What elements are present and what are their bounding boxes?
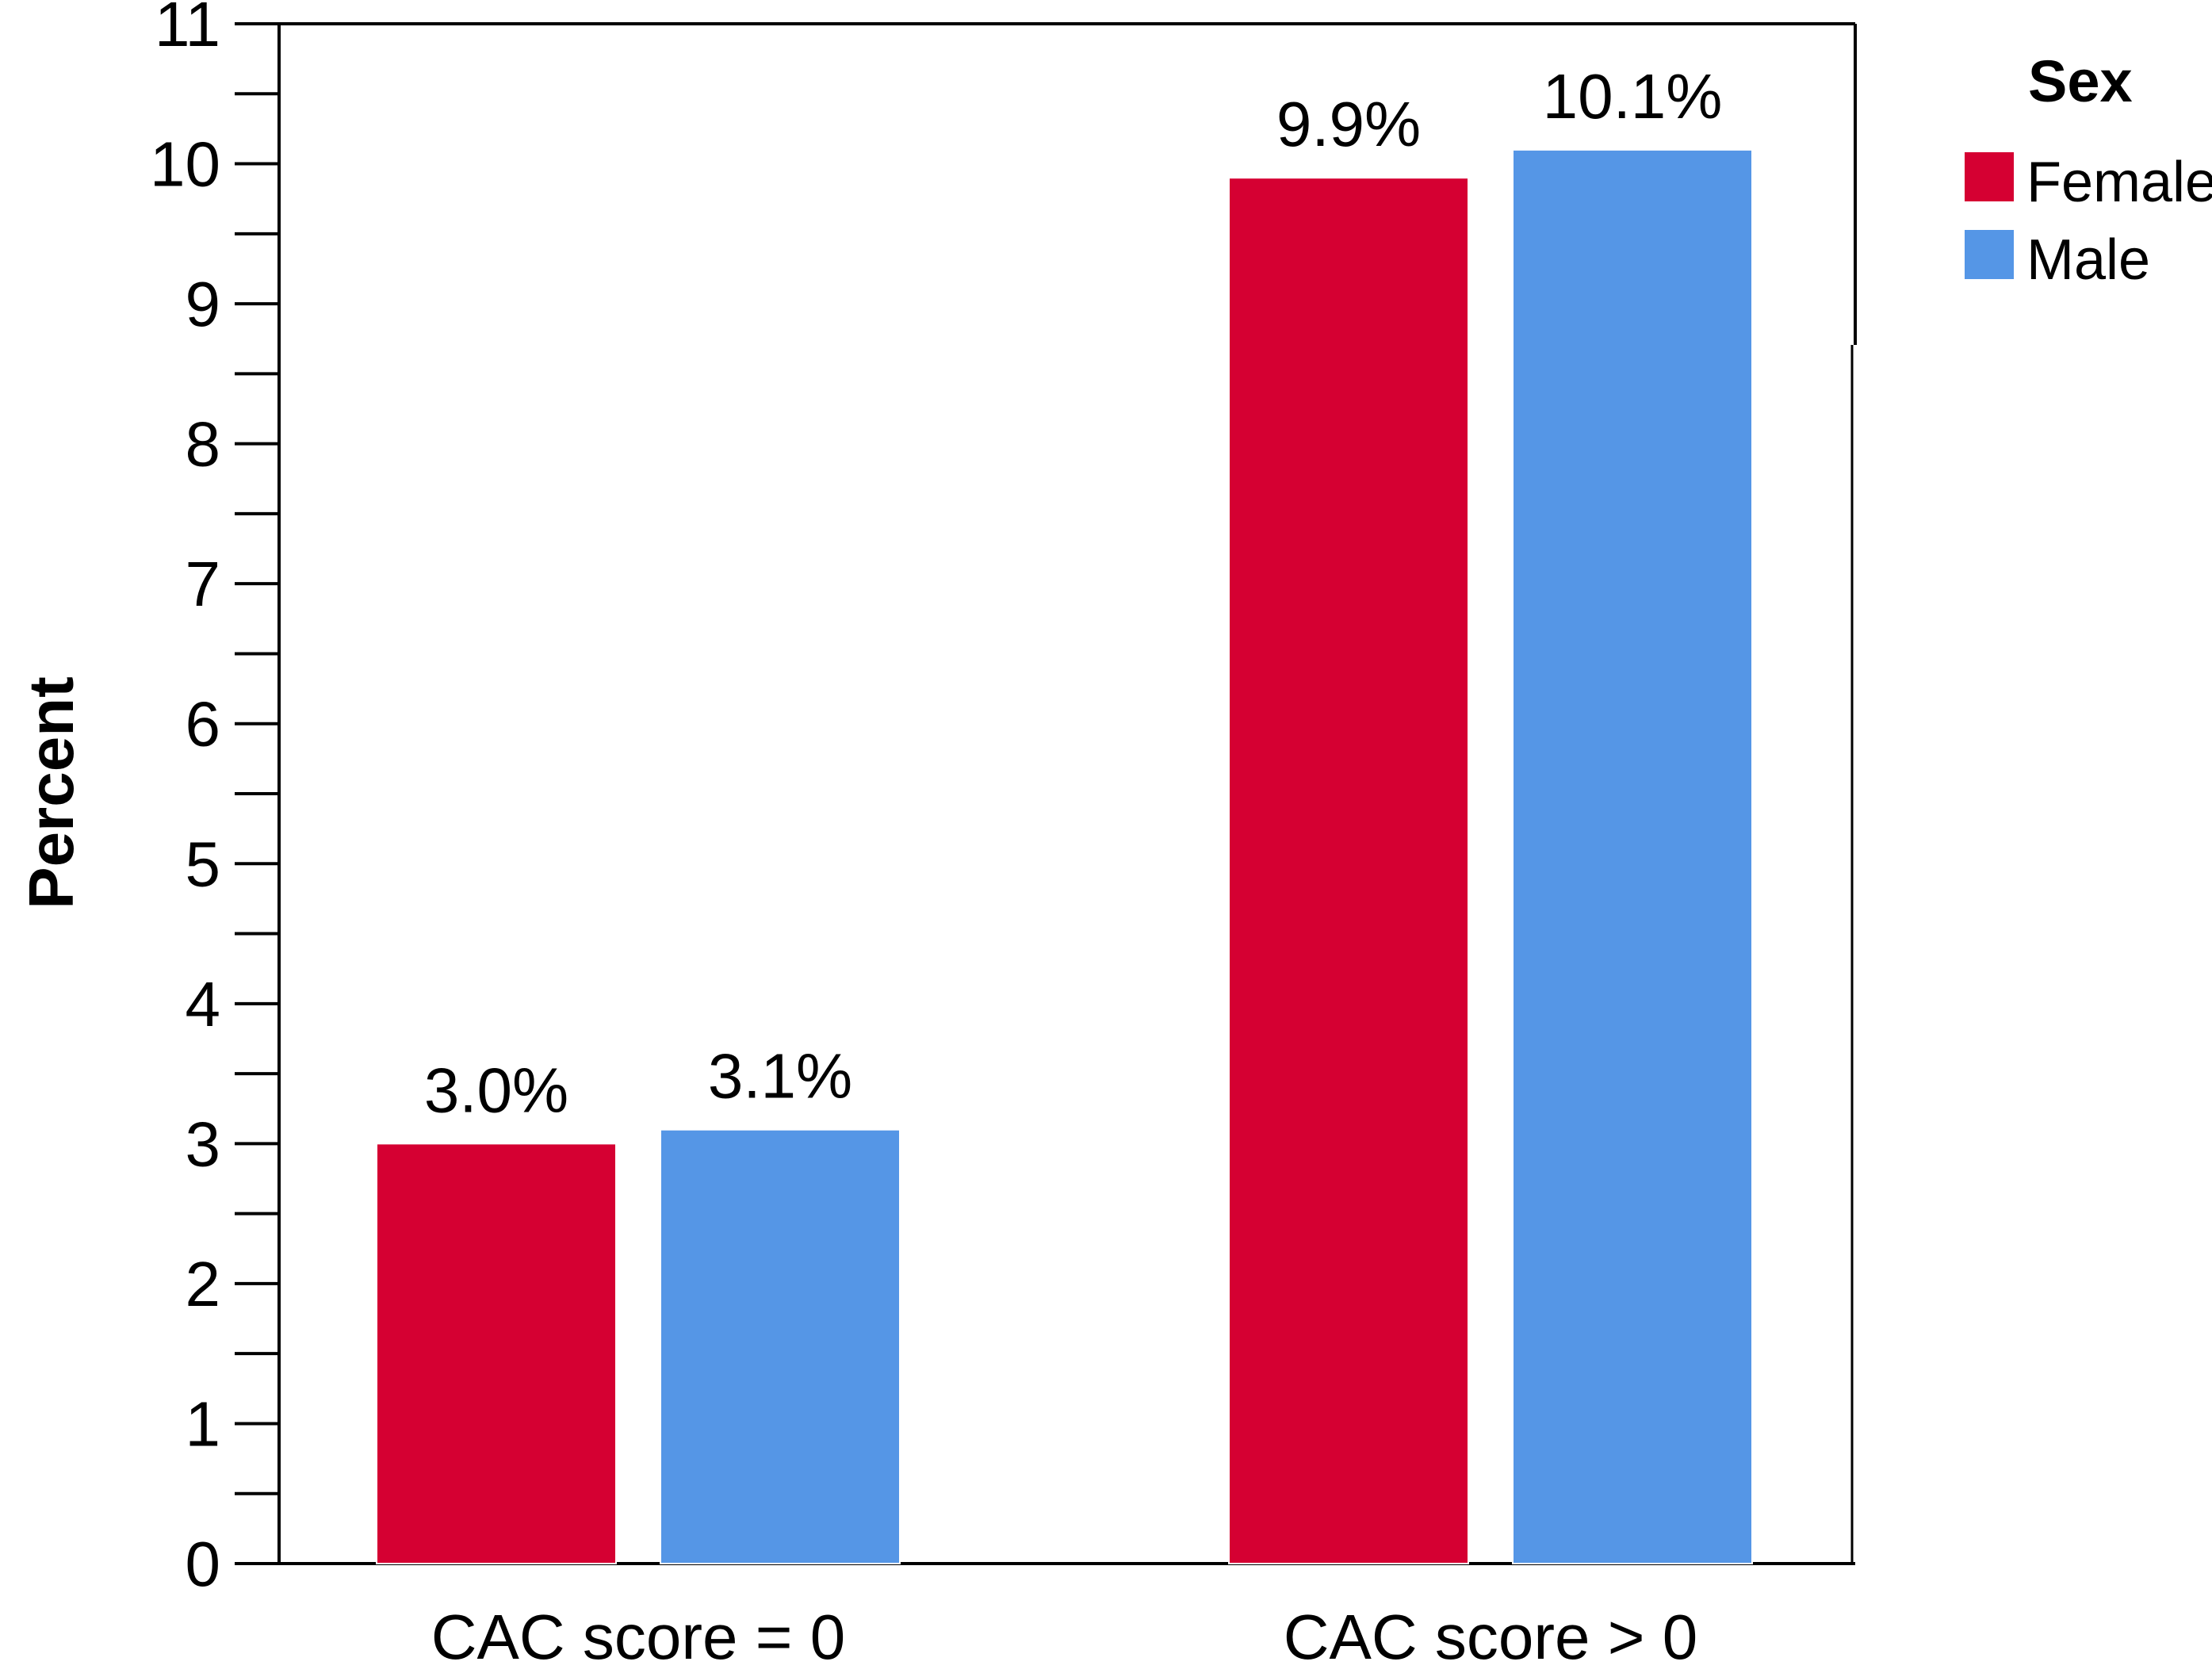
y-tick-label: 7 (186, 549, 221, 619)
y-tick-label: 11 (155, 0, 220, 59)
bar-male-2 (1512, 148, 1753, 1565)
bar-value-label: 10.1% (1543, 61, 1723, 132)
legend-swatch-female (1965, 152, 2014, 201)
x-axis: CAC score = 0 CAC score > 0 (431, 1602, 1697, 1672)
legend: Sex Female Male (1965, 48, 2212, 292)
bar-female-2 (1228, 177, 1469, 1565)
legend-swatch-male (1965, 230, 2014, 279)
y-tick-label: 4 (186, 969, 221, 1039)
y-tick-label: 5 (186, 829, 221, 899)
y-tick-label: 2 (186, 1249, 221, 1319)
y-tick-label: 10 (150, 129, 220, 200)
bar-value-label: 9.9% (1276, 89, 1421, 159)
x-category-label: CAC score > 0 (1284, 1602, 1697, 1672)
y-tick-label: 6 (186, 689, 221, 760)
bars (376, 148, 1753, 1565)
y-tick-label: 8 (186, 409, 221, 480)
y-tick-label: 1 (186, 1388, 221, 1459)
legend-title: Sex (2028, 48, 2133, 114)
legend-label-female: Female (2026, 151, 2212, 214)
y-tick-label: 0 (186, 1529, 221, 1599)
y-axis: 0 1 2 3 4 5 6 7 8 9 10 11 (150, 0, 279, 1599)
legend-label-male: Male (2026, 228, 2150, 292)
x-category-label: CAC score = 0 (431, 1602, 845, 1672)
bar-value-label: 3.0% (424, 1055, 568, 1125)
bar-male-1 (660, 1128, 901, 1564)
bar-value-labels: 3.0% 3.1% 9.9% 10.1% (424, 61, 1723, 1125)
y-axis-title: Percent (16, 676, 86, 909)
bar-female-1 (376, 1143, 617, 1564)
bar-value-label: 3.1% (708, 1041, 852, 1112)
y-tick-label: 9 (186, 269, 221, 339)
y-tick-label: 3 (186, 1108, 221, 1179)
